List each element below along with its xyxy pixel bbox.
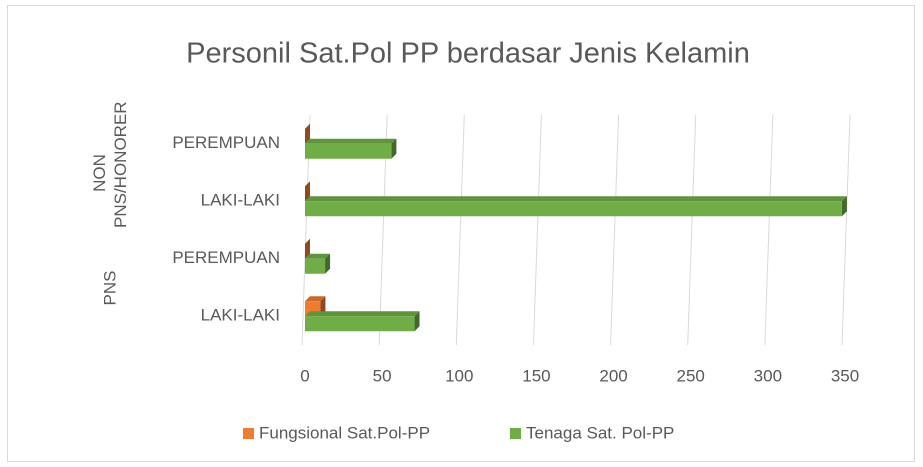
legend-label: Tenaga Sat. Pol-PP — [526, 423, 674, 442]
grid-line — [455, 114, 465, 346]
x-tick-label: 150 — [522, 366, 550, 385]
legend-label: Fungsional Sat.Pol-PP — [259, 423, 430, 442]
bar-top — [305, 138, 397, 144]
bar — [305, 143, 392, 159]
bar-side — [391, 138, 397, 159]
x-tick-label: 0 — [300, 366, 309, 385]
bar-top — [305, 311, 420, 317]
bar — [305, 258, 326, 274]
bar — [305, 316, 415, 332]
chart-title: Personil Sat.Pol PP berdasar Jenis Kelam… — [186, 38, 750, 70]
grid-line — [764, 114, 774, 346]
bar-side — [305, 238, 310, 259]
legend-swatch — [243, 428, 254, 439]
y-tick-label: LAKI-LAKI — [201, 191, 280, 210]
y-tick-label: PEREMPUAN — [172, 133, 280, 152]
group-label: PNS — [100, 270, 120, 305]
x-tick-label: 100 — [445, 366, 473, 385]
bar-side — [305, 181, 310, 202]
bar-side — [305, 123, 310, 144]
bar — [305, 201, 842, 217]
bar-top — [305, 196, 847, 202]
grid-line — [841, 114, 851, 346]
bar-side — [841, 196, 847, 217]
x-tick-label: 350 — [831, 366, 859, 385]
x-tick-label: 300 — [754, 366, 782, 385]
bar-side — [414, 311, 420, 332]
bar-side — [325, 253, 331, 274]
legend-swatch — [510, 428, 521, 439]
x-tick-label: 50 — [373, 366, 392, 385]
chart-border — [7, 5, 915, 462]
x-tick-label: 250 — [677, 366, 705, 385]
grid-line — [610, 114, 620, 346]
bar-top — [305, 253, 331, 259]
y-tick-label: LAKI-LAKI — [201, 306, 280, 325]
grid-line — [687, 114, 697, 346]
x-tick-label: 200 — [599, 366, 627, 385]
group-label: NON PNS/HONORER — [90, 100, 130, 228]
y-tick-label: PEREMPUAN — [172, 248, 280, 267]
bar-top — [305, 296, 326, 302]
grid-line — [532, 114, 542, 346]
